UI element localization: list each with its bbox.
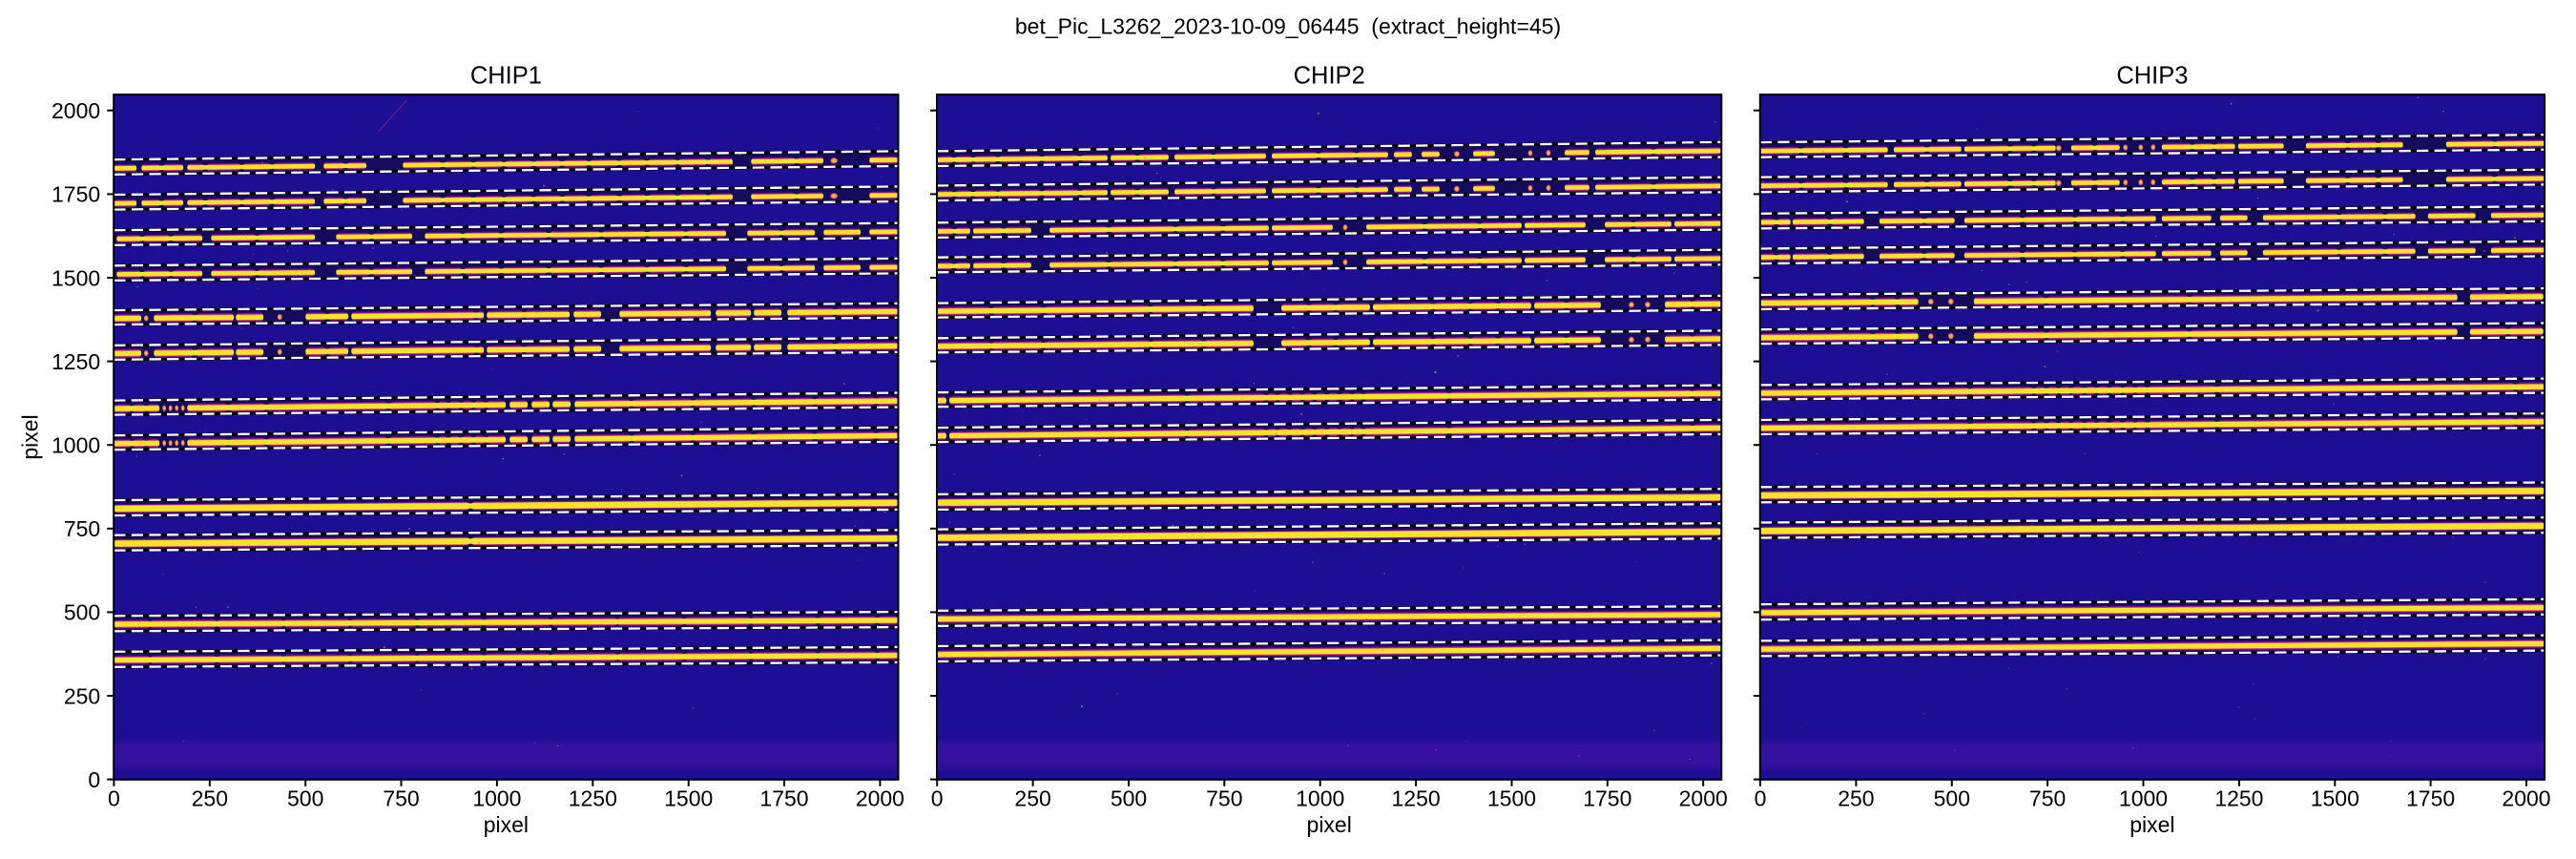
svg-text:1250: 1250 — [2214, 786, 2263, 810]
svg-text:2000: 2000 — [856, 786, 904, 810]
svg-text:2000: 2000 — [52, 98, 100, 123]
svg-text:1250: 1250 — [1392, 786, 1441, 810]
svg-text:0: 0 — [931, 786, 944, 810]
svg-text:250: 250 — [192, 786, 228, 810]
svg-text:500: 500 — [287, 786, 323, 810]
svg-text:1750: 1750 — [52, 182, 100, 207]
svg-text:0: 0 — [1755, 786, 1767, 810]
svg-text:250: 250 — [1014, 786, 1050, 810]
svg-text:1500: 1500 — [52, 265, 100, 290]
svg-text:1000: 1000 — [1296, 786, 1344, 810]
svg-text:2000: 2000 — [2502, 786, 2550, 810]
svg-text:1500: 1500 — [2311, 786, 2359, 810]
svg-text:1250: 1250 — [52, 349, 100, 374]
svg-text:pixel: pixel — [1307, 812, 1352, 837]
svg-text:750: 750 — [64, 516, 100, 541]
svg-text:1500: 1500 — [664, 786, 713, 810]
svg-text:1750: 1750 — [2406, 786, 2455, 810]
svg-text:1000: 1000 — [472, 786, 521, 810]
svg-text:1000: 1000 — [52, 433, 100, 458]
svg-text:750: 750 — [1206, 786, 1242, 810]
svg-text:2000: 2000 — [1679, 786, 1728, 810]
svg-text:pixel: pixel — [484, 812, 529, 837]
svg-text:250: 250 — [1838, 786, 1874, 810]
svg-text:0: 0 — [88, 767, 100, 792]
svg-text:1750: 1750 — [1583, 786, 1631, 810]
svg-text:1250: 1250 — [569, 786, 617, 810]
svg-text:1000: 1000 — [2119, 786, 2168, 810]
svg-text:500: 500 — [1111, 786, 1147, 810]
svg-text:pixel: pixel — [2129, 812, 2174, 837]
svg-text:1750: 1750 — [759, 786, 808, 810]
svg-text:pixel: pixel — [18, 414, 43, 459]
svg-text:0: 0 — [108, 786, 120, 810]
svg-text:bet_Pic_L3262_2023-10-09_06445: bet_Pic_L3262_2023-10-09_06445 (extract_… — [1015, 13, 1561, 38]
svg-text:500: 500 — [1934, 786, 1970, 810]
svg-text:750: 750 — [383, 786, 419, 810]
svg-text:CHIP3: CHIP3 — [2116, 63, 2188, 90]
svg-text:CHIP1: CHIP1 — [470, 63, 542, 90]
svg-text:500: 500 — [64, 600, 100, 625]
svg-text:750: 750 — [2029, 786, 2066, 810]
svg-text:CHIP2: CHIP2 — [1294, 63, 1365, 90]
svg-text:250: 250 — [64, 683, 100, 708]
svg-text:1500: 1500 — [1487, 786, 1536, 810]
